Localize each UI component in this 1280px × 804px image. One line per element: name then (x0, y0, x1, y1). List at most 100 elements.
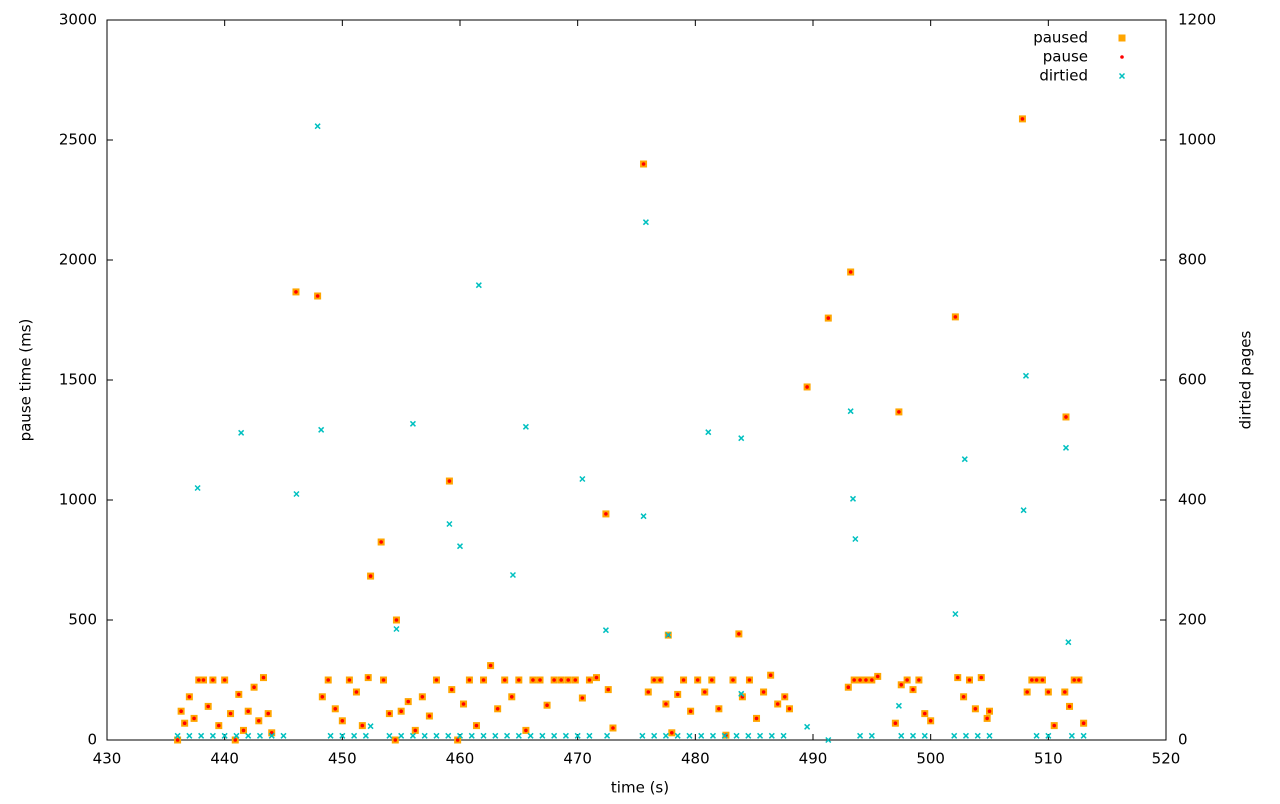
point (852, 678, 856, 682)
point (1068, 732, 1075, 739)
point (702, 690, 707, 694)
y-tick-label: 1500 (59, 371, 97, 389)
y-tick-label: 2000 (59, 251, 97, 269)
point (488, 663, 493, 668)
point (651, 732, 658, 739)
x-tick-label: 520 (1152, 750, 1181, 768)
point (675, 692, 680, 697)
point (953, 315, 958, 319)
y-tick-label: 1000 (59, 491, 97, 509)
point (326, 678, 331, 682)
point (1033, 732, 1040, 739)
point (222, 678, 227, 682)
point (1063, 690, 1067, 694)
point (362, 732, 369, 739)
x-tick-label: 450 (328, 750, 357, 768)
point (1020, 507, 1027, 514)
point (1080, 732, 1087, 739)
point (606, 687, 611, 692)
point (293, 490, 300, 498)
point (261, 675, 266, 680)
point (475, 282, 482, 289)
point (409, 420, 416, 427)
point (360, 723, 365, 728)
point (899, 683, 904, 687)
point (587, 678, 592, 682)
point (182, 721, 187, 725)
point (849, 495, 857, 502)
plot-frame (106, 19, 1167, 741)
point (745, 732, 752, 739)
point (522, 423, 529, 430)
point (367, 723, 374, 730)
point (986, 732, 993, 739)
point (368, 574, 373, 578)
point (269, 731, 274, 735)
point (658, 678, 662, 682)
point (979, 675, 984, 680)
point (973, 707, 978, 711)
point (848, 270, 853, 274)
point (846, 685, 851, 689)
legend-label: pause (1043, 48, 1088, 66)
point (327, 732, 334, 739)
point (738, 690, 745, 697)
point (201, 678, 206, 682)
point (928, 719, 933, 723)
point (664, 702, 668, 706)
point (665, 631, 672, 639)
point (387, 711, 392, 716)
y2-tick-label: 600 (1178, 371, 1207, 389)
point (852, 535, 859, 543)
point (681, 678, 686, 682)
point (394, 618, 399, 622)
point (1072, 678, 1077, 682)
point (580, 696, 585, 700)
point (379, 540, 383, 544)
point (236, 692, 241, 697)
point (245, 732, 252, 739)
point (1065, 639, 1072, 646)
point (825, 736, 832, 744)
y-tick-label: 2500 (59, 131, 97, 149)
point (1040, 678, 1045, 682)
point (961, 456, 968, 463)
point (967, 678, 972, 682)
point (495, 707, 500, 711)
y2-tick-label: 400 (1178, 491, 1207, 509)
point (492, 732, 499, 739)
point (858, 678, 862, 682)
legend-marker (1120, 55, 1124, 59)
point (314, 123, 321, 130)
point (434, 678, 439, 682)
point (579, 475, 586, 483)
point (731, 678, 735, 682)
point (733, 732, 740, 739)
point (179, 709, 183, 713)
point (194, 484, 201, 492)
point (1052, 723, 1057, 728)
point (1025, 690, 1029, 694)
point (768, 673, 773, 677)
point (775, 702, 780, 706)
point (517, 678, 521, 682)
x-tick-label: 440 (210, 750, 239, 768)
point (340, 719, 345, 723)
point (538, 678, 542, 682)
point (875, 674, 880, 679)
point (294, 290, 298, 294)
point (917, 678, 921, 682)
point (241, 728, 246, 733)
point (826, 316, 831, 320)
y2-axis-label: dirtied pages (1237, 330, 1255, 429)
point (705, 429, 712, 436)
point (206, 704, 210, 709)
point (211, 678, 215, 682)
point (1046, 690, 1051, 694)
point (246, 709, 250, 713)
point (174, 732, 181, 739)
point (256, 732, 263, 739)
point (566, 678, 571, 682)
x-tick-label: 490 (799, 750, 828, 768)
